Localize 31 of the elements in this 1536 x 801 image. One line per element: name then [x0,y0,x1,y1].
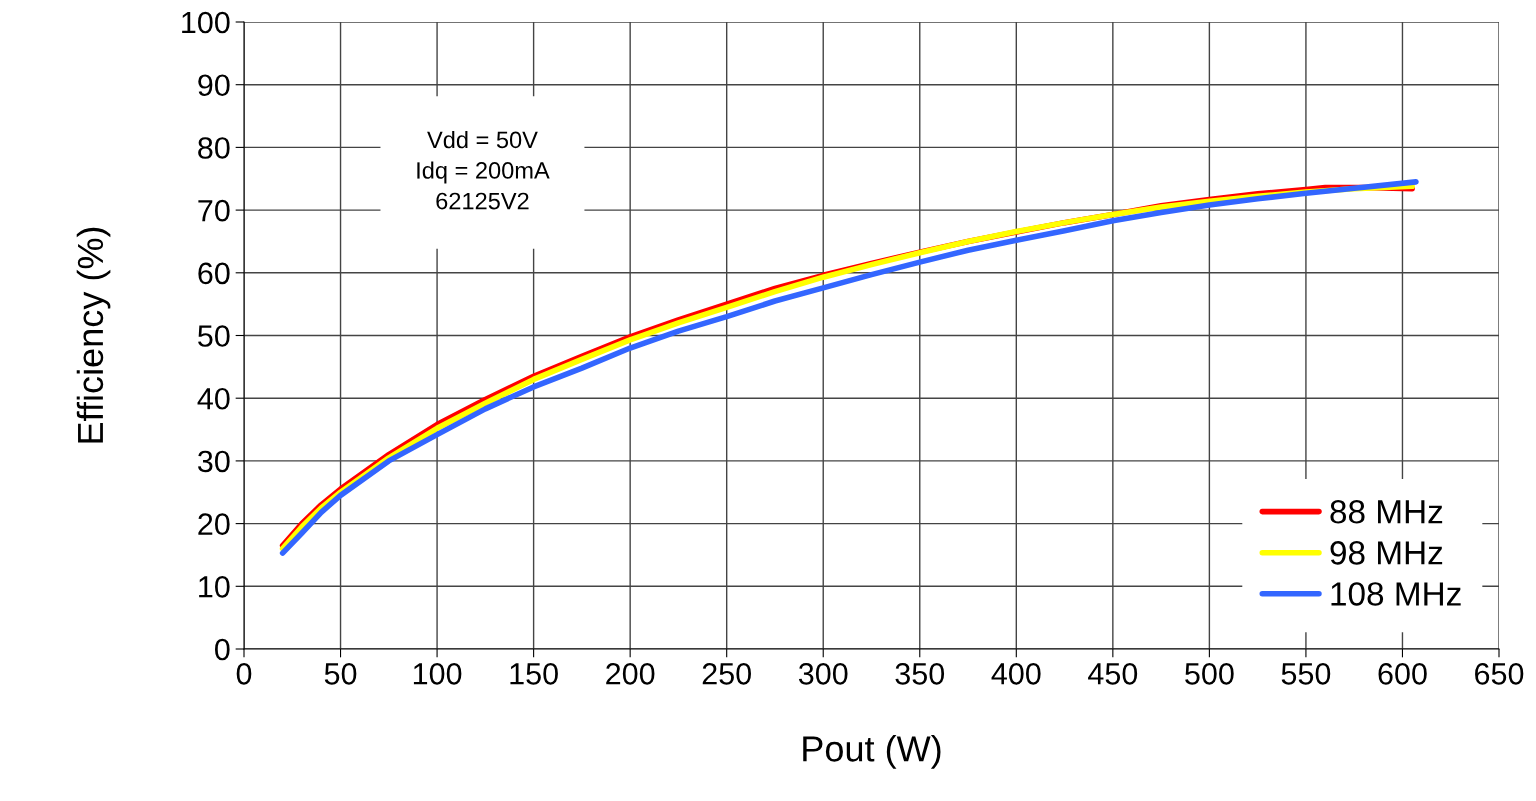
x-tick-label: 400 [991,663,1041,685]
x-tick-label: 650 [1475,663,1524,685]
x-tick-label: 550 [1281,663,1331,685]
x-tick-label: 450 [1088,663,1138,685]
y-tick-label: 40 [197,387,230,410]
y-tick-label: 70 [198,199,230,222]
legend-label: 98 MHz [1330,541,1443,565]
y-tick-label: 20 [198,513,230,535]
y-tick-label: 60 [198,262,230,285]
x-tick-label: 350 [895,663,945,685]
y-tick-label: 0 [215,638,230,661]
y-tick-label: 10 [199,576,230,598]
y-tick-label: 50 [198,325,230,347]
x-tick-label: 200 [606,663,655,685]
y-tick-label: 90 [198,74,230,97]
x-tick-label: 100 [413,663,462,685]
x-tick-label: 300 [798,663,848,685]
y-tick-label: 30 [197,450,230,473]
annotation: Vdd = 50V Idq = 200mA 62125V2 [417,130,550,210]
x-tick-label: 600 [1378,663,1427,685]
x-tick-label: 50 [324,663,357,685]
x-axis-title: Pout (W) [803,735,941,769]
y-axis-title: Efficiency (%) [76,227,111,443]
y-tick-label: 80 [198,137,230,159]
x-tick-label: 250 [702,663,751,685]
x-tick-label: 500 [1185,663,1234,685]
x-tick-label: 150 [510,663,558,685]
y-tick-label: 100 [182,11,230,34]
x-tick-label: 0 [236,663,252,685]
legend-label: 108 MHz [1331,582,1461,606]
legend-label: 88 MHz [1330,499,1443,524]
